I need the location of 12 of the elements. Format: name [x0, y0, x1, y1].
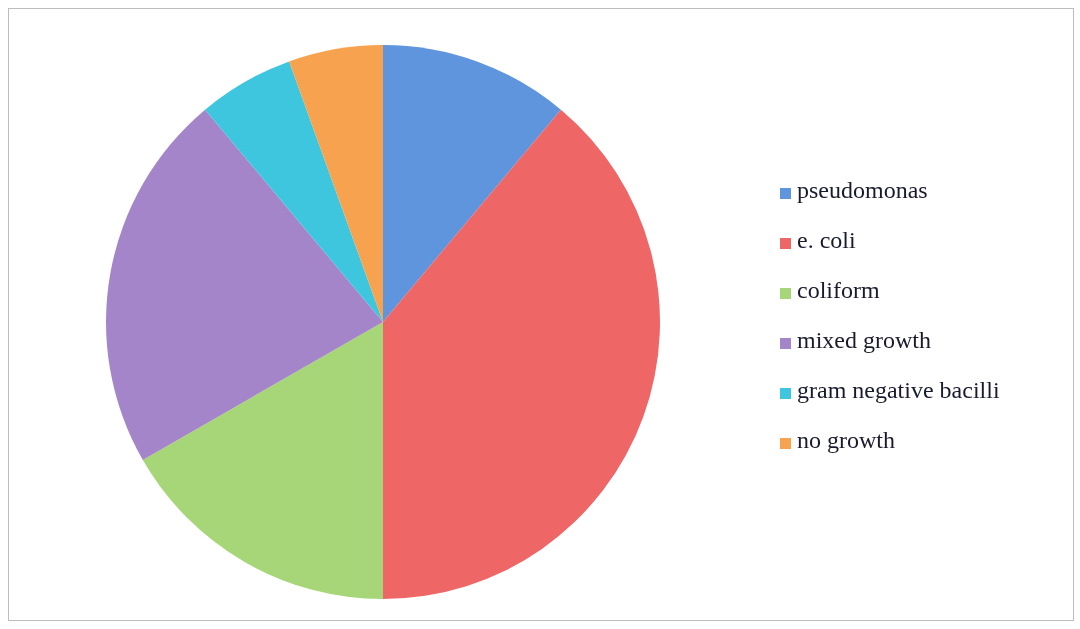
pie-slice [289, 45, 383, 322]
pie-slice [142, 322, 383, 599]
pie-slice [383, 45, 561, 322]
pie-slice [205, 61, 383, 322]
legend-label: e. coli [797, 226, 856, 253]
pie-slice [106, 109, 383, 460]
legend-label: gram negative bacilli [797, 376, 1000, 403]
pie-slice [383, 109, 660, 599]
legend-label: no growth [797, 426, 895, 453]
legend-label: pseudomonas [797, 176, 928, 203]
legend-label: mixed growth [797, 326, 931, 353]
legend-label: coliform [797, 276, 880, 303]
